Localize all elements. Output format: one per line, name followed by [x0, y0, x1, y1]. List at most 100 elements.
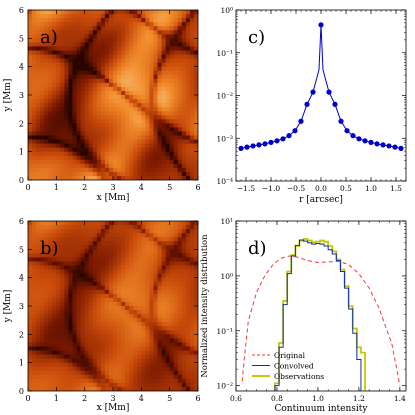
- heatmap-cell: [161, 354, 167, 360]
- heatmap-cell: [153, 326, 158, 331]
- heatmap-cell: [173, 54, 179, 59]
- heatmap-cell: [125, 143, 130, 149]
- heatmap-cell: [149, 354, 154, 360]
- heatmap-cell: [133, 167, 138, 173]
- heatmap-cell: [185, 378, 191, 384]
- heatmap-cell: [84, 26, 90, 31]
- heatmap-cell: [92, 237, 98, 242]
- heatmap-cell: [28, 310, 33, 315]
- heatmap-cell: [193, 253, 198, 258]
- heatmap-cell: [40, 50, 45, 55]
- heatmap-cell: [173, 265, 179, 270]
- heatmap-cell: [64, 269, 69, 275]
- heatmap-cell: [141, 38, 146, 43]
- heatmap-cell: [129, 301, 134, 307]
- heatmap-cell: [141, 237, 146, 242]
- heatmap-cell: [68, 225, 73, 230]
- heatmap-cell: [80, 103, 86, 108]
- heatmap-cell: [161, 382, 167, 388]
- heatmap-cell: [133, 38, 138, 43]
- heatmap-cell: [68, 346, 73, 351]
- heatmap-cell: [48, 139, 53, 144]
- heatmap-cell: [44, 155, 49, 161]
- heatmap-cell: [153, 301, 158, 307]
- heatmap-cell: [189, 330, 195, 335]
- heatmap-cell: [52, 297, 57, 303]
- heatmap-cell: [52, 159, 57, 165]
- heatmap-cell: [36, 50, 41, 55]
- heatmap-cell: [177, 22, 183, 27]
- heatmap-cell: [72, 18, 77, 23]
- heatmap-cell: [48, 175, 53, 180]
- heatmap-cell: [44, 66, 49, 72]
- heatmap-cell: [161, 30, 167, 35]
- heatmap-cell: [181, 293, 187, 299]
- heatmap-cell: [137, 342, 142, 347]
- heatmap-cell: [193, 293, 198, 299]
- heatmap-cell: [68, 123, 73, 128]
- x-tick-label: 4: [139, 394, 144, 403]
- heatmap-cell: [100, 297, 106, 303]
- heatmap-cell: [153, 362, 158, 368]
- heatmap-cell: [177, 70, 183, 76]
- heatmap-cell: [88, 342, 94, 347]
- heatmap-cell: [56, 78, 61, 84]
- psf-point: [274, 138, 280, 144]
- heatmap-cell: [44, 38, 49, 43]
- heatmap-cell: [80, 322, 86, 327]
- heatmap-cell: [48, 241, 53, 246]
- heatmap-cell: [76, 90, 82, 96]
- heatmap-cell: [173, 127, 179, 132]
- heatmap-cell: [80, 314, 86, 319]
- heatmap-cell: [153, 354, 158, 360]
- heatmap-cell: [52, 237, 57, 242]
- heatmap-cell: [56, 314, 61, 319]
- heatmap-cell: [80, 143, 86, 149]
- heatmap-cell: [52, 273, 57, 279]
- heatmap-cell: [153, 374, 158, 380]
- heatmap-cell: [173, 330, 179, 335]
- heatmap-cell: [68, 58, 73, 64]
- heatmap-cell: [80, 306, 86, 311]
- heatmap-cell: [76, 318, 82, 323]
- heatmap-cell: [161, 26, 167, 31]
- heatmap-cell: [80, 330, 86, 335]
- heatmap-cell: [141, 58, 146, 64]
- heatmap-cell: [185, 103, 191, 108]
- heatmap-cell: [60, 54, 65, 59]
- heatmap-cell: [72, 78, 77, 84]
- heatmap-cell: [68, 14, 73, 19]
- heatmap-cell: [40, 115, 45, 120]
- heatmap-cell: [84, 237, 90, 242]
- heatmap-cell: [76, 281, 82, 287]
- heatmap-cell: [80, 90, 86, 96]
- heatmap-cell: [108, 82, 114, 88]
- heatmap-cell: [68, 10, 73, 15]
- heatmap-cell: [161, 159, 167, 165]
- heatmap-cell: [32, 269, 37, 275]
- heatmap-cell: [157, 159, 162, 165]
- heatmap-cell: [88, 54, 94, 59]
- heatmap-cell: [189, 378, 195, 384]
- heatmap-cell: [121, 127, 126, 132]
- heatmap-cell: [169, 233, 175, 238]
- heatmap-cell: [100, 58, 106, 64]
- heatmap-cell: [72, 66, 77, 72]
- heatmap-cell: [88, 34, 94, 39]
- heatmap-cell: [84, 82, 90, 88]
- panel-d-frame: [235, 220, 407, 392]
- y-tick-label: 3: [19, 91, 24, 100]
- heatmap-cell: [133, 245, 138, 250]
- heatmap-cell: [165, 26, 171, 31]
- heatmap-cell: [72, 301, 77, 307]
- heatmap-cell: [88, 171, 94, 177]
- heatmap-cell: [137, 86, 142, 92]
- heatmap-cell: [113, 123, 118, 128]
- heatmap-cell: [125, 338, 130, 343]
- heatmap-cell: [36, 314, 41, 319]
- heatmap-cell: [40, 10, 45, 15]
- heatmap-cell: [100, 301, 106, 307]
- heatmap-cell: [125, 82, 130, 88]
- heatmap-cell: [161, 62, 167, 68]
- heatmap-cell: [28, 293, 33, 299]
